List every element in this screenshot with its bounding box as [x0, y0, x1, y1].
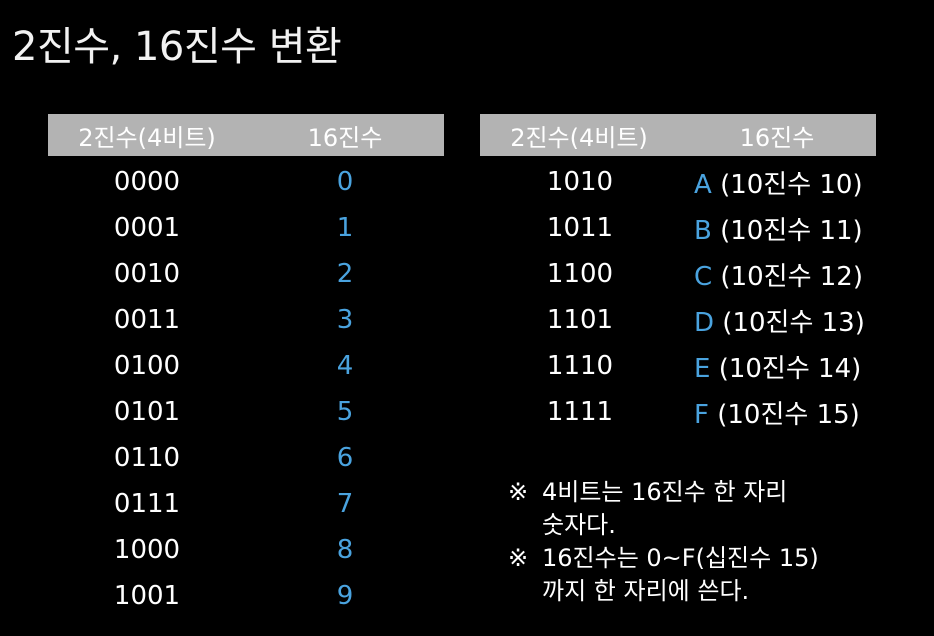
notes: ※ 4비트는 16진수 한 자리 숫자다. ※ 16진수는 0~F(십진수 15… [508, 476, 908, 608]
binary-value: 1001 [113, 581, 181, 611]
table-row: 1001 9 [48, 573, 444, 619]
binary-value: 0111 [113, 489, 181, 519]
binary-value: 1100 [546, 259, 614, 289]
hex-value: A [694, 169, 712, 200]
hex-value: 4 [336, 351, 354, 381]
binary-value: 1110 [546, 351, 614, 381]
binary-value: 0100 [113, 351, 181, 381]
table-row: 1000 8 [48, 527, 444, 573]
decimal-equivalent: (10진수 14) [718, 353, 862, 384]
hex-value: 7 [336, 489, 354, 519]
table-row: 0100 4 [48, 343, 444, 389]
table-header: 2진수(4비트) 16진수 [48, 114, 444, 156]
hex-value: B [694, 215, 712, 246]
note-item: ※ 4비트는 16진수 한 자리 숫자다. [508, 476, 908, 542]
table-row: 1010 A (10진수 10) [480, 159, 876, 205]
header-hex: 16진수 [307, 123, 383, 152]
note-item: ※ 16진수는 0~F(십진수 15) 까지 한 자리에 쓴다. [508, 542, 908, 608]
binary-hex-table-left: 2진수(4비트) 16진수 0000 0 0001 1 0010 2 0011 3 0100 4 0… [48, 114, 444, 619]
note-text: 4비트는 16진수 한 자리 숫자다. [542, 478, 788, 539]
table-row: 1111 F (10진수 15) [480, 389, 876, 435]
binary-value: 1010 [546, 167, 614, 197]
table-row: 0111 7 [48, 481, 444, 527]
binary-value: 0010 [113, 259, 181, 289]
table-row: 1011 B (10진수 11) [480, 205, 876, 251]
hex-value: 6 [336, 443, 354, 473]
page-title: 2진수, 16진수 변환 [12, 24, 342, 70]
decimal-equivalent: (10진수 10) [720, 169, 863, 200]
decimal-equivalent: (10진수 13) [722, 307, 865, 338]
hex-value: 8 [336, 535, 354, 565]
binary-value: 0101 [113, 397, 181, 427]
hex-value: 1 [336, 213, 354, 243]
hex-value: 0 [336, 167, 354, 197]
table-header: 2진수(4비트) 16진수 [480, 114, 876, 156]
table-row: 0110 6 [48, 435, 444, 481]
decimal-equivalent: (10진수 12) [720, 261, 863, 292]
binary-hex-table-right: 2진수(4비트) 16진수 1010 A (10진수 10) 1011 B (10진수… [480, 114, 876, 435]
binary-value: 1000 [113, 535, 181, 565]
binary-value: 0001 [113, 213, 181, 243]
table-row: 0010 2 [48, 251, 444, 297]
reference-mark: ※ [508, 478, 529, 506]
hex-cell: D (10진수 13) [680, 302, 876, 339]
decimal-equivalent: (10진수 11) [720, 215, 863, 246]
binary-value: 1101 [546, 305, 614, 335]
table-row: 0011 3 [48, 297, 444, 343]
table-row: 1100 C (10진수 12) [480, 251, 876, 297]
table-row: 1101 D (10진수 13) [480, 297, 876, 343]
table-row: 0000 0 [48, 159, 444, 205]
table-row: 0101 5 [48, 389, 444, 435]
hex-cell: F (10진수 15) [680, 394, 876, 431]
hex-value: 9 [336, 581, 354, 611]
binary-value: 0011 [113, 305, 181, 335]
table-row: 0001 1 [48, 205, 444, 251]
hex-value: F [694, 399, 709, 430]
header-binary: 2진수(4비트) [78, 123, 216, 152]
hex-value: 3 [336, 305, 354, 335]
table-body: 0000 0 0001 1 0010 2 0011 3 0100 4 0101 5 0110 6 0111 7… [48, 159, 444, 619]
hex-cell: A (10진수 10) [680, 164, 876, 201]
table-body: 1010 A (10진수 10) 1011 B (10진수 11) 1100 C (10진… [480, 159, 876, 435]
binary-value: 0000 [113, 167, 181, 197]
note-text: 16진수는 0~F(십진수 15) 까지 한 자리에 쓴다. [542, 544, 819, 605]
reference-mark: ※ [508, 544, 529, 572]
hex-cell: E (10진수 14) [680, 348, 876, 385]
hex-value: E [694, 353, 711, 384]
hex-value: C [694, 261, 713, 292]
header-binary: 2진수(4비트) [510, 123, 648, 152]
binary-value: 0110 [113, 443, 181, 473]
table-row: 1110 E (10진수 14) [480, 343, 876, 389]
hex-value: 2 [336, 259, 354, 289]
hex-value: 5 [336, 397, 354, 427]
hex-cell: B (10진수 11) [680, 210, 876, 247]
decimal-equivalent: (10진수 15) [717, 399, 860, 430]
binary-value: 1011 [546, 213, 614, 243]
hex-cell: C (10진수 12) [680, 256, 876, 293]
binary-value: 1111 [546, 397, 614, 427]
hex-value: D [694, 307, 715, 338]
header-hex: 16진수 [739, 123, 815, 152]
